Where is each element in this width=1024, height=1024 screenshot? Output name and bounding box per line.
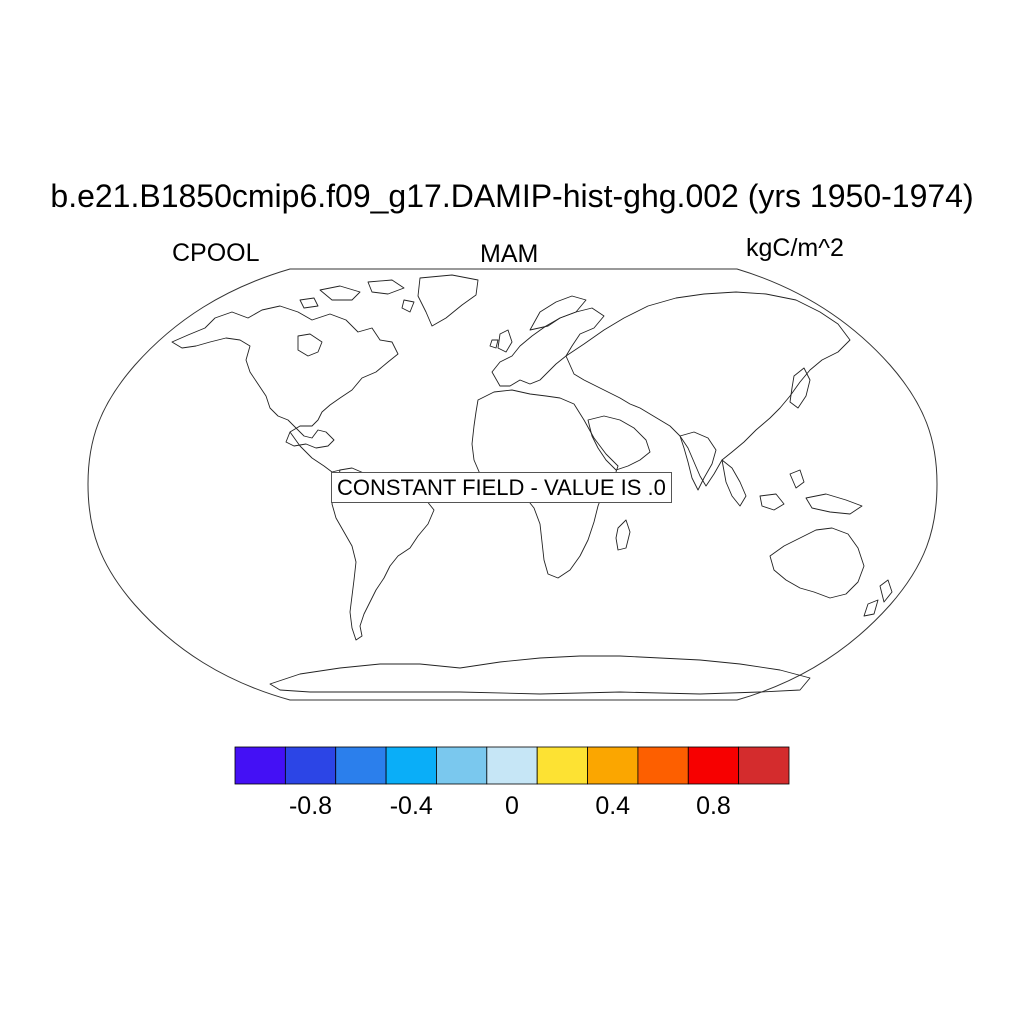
colorbar-swatch [687, 746, 740, 785]
coastline-greenland [417, 274, 479, 327]
colorbar-swatch [587, 746, 639, 785]
colorbar-swatch [234, 746, 286, 785]
constant-field-notice: CONSTANT FIELD - VALUE IS .0 [331, 472, 672, 503]
coastline-india [679, 431, 717, 491]
colorbar-tick-label: 0 [505, 792, 519, 820]
colorbar-swatch [335, 746, 387, 785]
colorbar-tick-label: -0.4 [389, 792, 433, 820]
colorbar-swatch [436, 746, 488, 785]
coastline-arabia [587, 415, 651, 471]
coastline-antarctica [269, 655, 811, 695]
coastline-europe [491, 307, 605, 387]
variable-label: CPOOL [172, 239, 260, 267]
colorbar-swatch [284, 746, 337, 785]
map-boundary [87, 268, 938, 701]
colorbar-tick-label: 0.4 [595, 792, 631, 820]
colorbar-tick-label: 0.8 [696, 792, 731, 820]
coastline-new-zealand [863, 579, 893, 617]
colorbar-swatch [637, 746, 689, 785]
colorbar-swatch [486, 746, 538, 785]
colorbar-swatch [536, 746, 588, 785]
season-label: MAM [480, 240, 539, 268]
colorbar-swatch [738, 746, 790, 785]
coastline-british-isles [489, 329, 513, 353]
colorbar-swatch [385, 746, 437, 785]
plot-title: b.e21.B1850cmip6.f09_g17.DAMIP-hist-ghg.… [50, 178, 974, 214]
coastline-australia [769, 527, 865, 599]
coastline-southeast-asia [721, 459, 863, 515]
coastline-arctic-islands [299, 279, 415, 313]
coastline-hudson [297, 333, 323, 357]
colorbar-tick-label: -0.8 [288, 792, 333, 820]
coastline-japan [789, 367, 811, 409]
coastline-madagascar [615, 519, 631, 551]
coastline-scandinavia [529, 295, 587, 331]
units-label: kgC/m^2 [746, 234, 844, 262]
coastline-asia [565, 291, 851, 487]
coastline-north-america [171, 305, 399, 449]
coastline-central-america [289, 431, 341, 473]
